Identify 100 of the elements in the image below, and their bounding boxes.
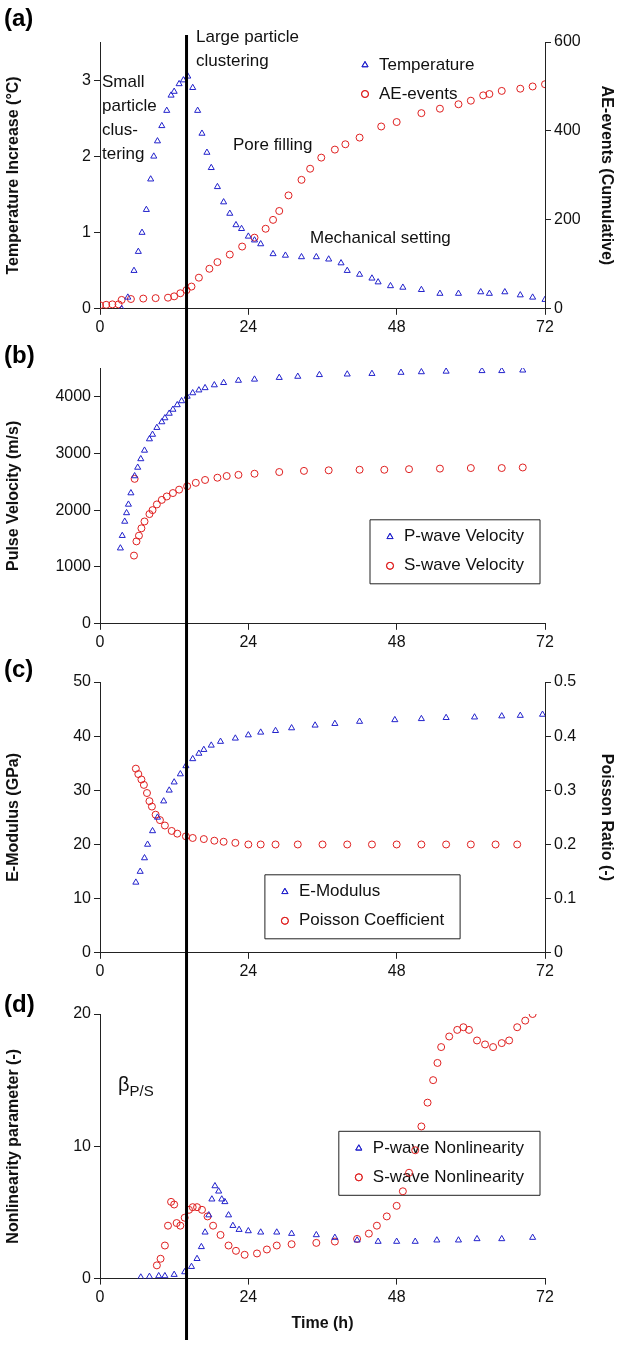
point <box>423 1098 432 1107</box>
point <box>364 1229 373 1238</box>
point <box>399 283 407 290</box>
point <box>306 164 315 173</box>
point <box>464 1025 473 1034</box>
legend-label: E-Modulus <box>298 881 381 901</box>
point <box>374 1237 382 1244</box>
point <box>155 816 164 825</box>
point <box>220 198 228 205</box>
point <box>324 466 333 475</box>
point <box>355 465 364 474</box>
point <box>160 1241 169 1250</box>
point <box>368 274 376 281</box>
point <box>466 840 475 849</box>
point <box>244 840 253 849</box>
point <box>167 826 176 835</box>
point <box>169 405 177 412</box>
x-tick-label: 0 <box>95 1287 105 1305</box>
x-tick-label: 0 <box>95 632 105 650</box>
point <box>176 770 184 777</box>
point <box>189 83 197 90</box>
point <box>137 775 146 784</box>
point <box>392 118 401 127</box>
point <box>114 300 123 309</box>
y2-tick-label: 0 <box>554 943 563 961</box>
x-tick-label: 48 <box>387 632 406 650</box>
point <box>275 468 284 477</box>
point <box>491 840 500 849</box>
point <box>144 840 152 847</box>
point <box>234 470 243 479</box>
point <box>436 289 444 296</box>
x-tick-label: 48 <box>387 317 406 335</box>
point <box>257 1228 265 1235</box>
point <box>130 474 139 483</box>
point <box>284 191 293 200</box>
x-tick-label: 72 <box>536 1287 554 1305</box>
point <box>137 1273 145 1279</box>
point <box>161 414 169 421</box>
point <box>386 281 395 289</box>
point <box>516 711 524 718</box>
point <box>445 1032 454 1041</box>
point <box>234 376 242 383</box>
point <box>315 370 323 378</box>
point <box>433 1058 442 1067</box>
y2-tick-label: 0.4 <box>554 726 577 744</box>
annotation: Large particle clustering <box>196 26 300 70</box>
point <box>209 1221 218 1230</box>
point <box>173 400 181 408</box>
x-tick-label: 0 <box>95 317 105 335</box>
point <box>393 1237 401 1244</box>
point <box>201 383 209 391</box>
point <box>149 826 157 834</box>
point <box>147 175 155 182</box>
point <box>201 475 210 484</box>
point <box>213 182 221 190</box>
point <box>405 465 414 474</box>
point <box>221 1197 229 1205</box>
point <box>269 249 277 257</box>
y-tick-label: 0 <box>82 1269 92 1287</box>
point <box>126 295 135 304</box>
point <box>163 1221 172 1230</box>
point <box>244 1226 252 1234</box>
point <box>195 749 203 756</box>
point <box>391 715 399 723</box>
point <box>195 386 203 393</box>
x-tick-label: 72 <box>536 961 554 979</box>
legend-label: Poisson Coefficient <box>298 910 445 930</box>
point <box>132 537 141 546</box>
point <box>261 224 270 233</box>
point <box>163 106 171 113</box>
point <box>471 713 479 720</box>
point <box>235 1225 243 1232</box>
point <box>229 1221 237 1228</box>
point <box>250 469 259 478</box>
point <box>343 266 351 273</box>
point <box>147 802 156 811</box>
point <box>181 832 190 841</box>
point <box>356 270 364 277</box>
point <box>355 133 364 142</box>
point <box>145 1272 153 1279</box>
y-tick-label: 4000 <box>55 386 92 404</box>
chart-title: (c) <box>4 655 34 682</box>
point <box>497 86 506 95</box>
annotation: Pore filling <box>233 134 313 154</box>
point <box>208 1195 216 1202</box>
point <box>216 737 225 744</box>
point <box>165 786 173 793</box>
y2-tick-label: 0.1 <box>554 889 577 907</box>
annotation: Small particle clus-tering <box>102 71 157 163</box>
point <box>168 489 177 498</box>
point <box>136 867 144 874</box>
point <box>210 381 218 388</box>
point <box>343 840 352 849</box>
point <box>271 840 280 849</box>
point <box>273 1228 281 1235</box>
y-tick-label: 10 <box>73 889 92 907</box>
point <box>417 368 425 375</box>
point <box>356 717 364 724</box>
point <box>132 878 140 885</box>
point <box>513 1023 522 1032</box>
